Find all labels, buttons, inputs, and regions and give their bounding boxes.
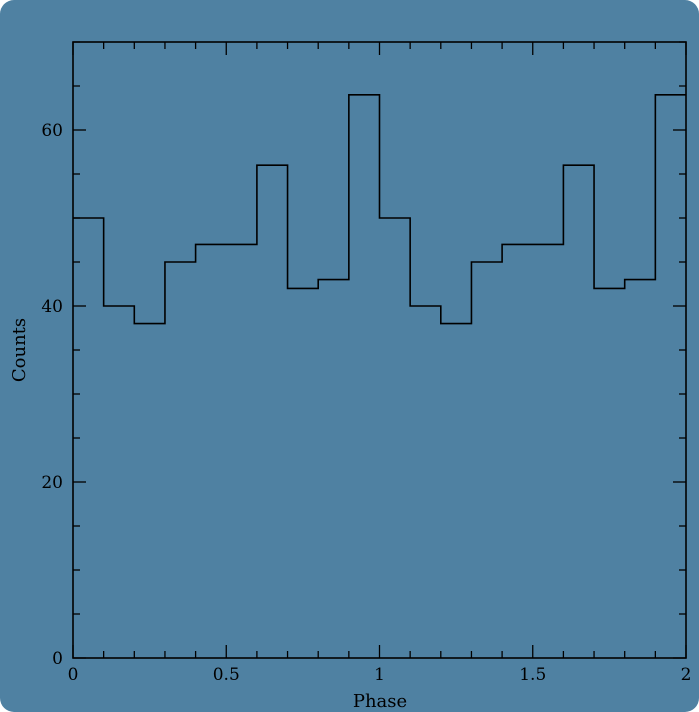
x-tick-label: 1.5 [519, 665, 546, 685]
x-tick-labels: 0 0.5 1 1.5 2 [68, 665, 692, 685]
x-tick-label: 0 [68, 665, 79, 685]
x-tick-label: 0.5 [213, 665, 240, 685]
x-axis-title: Phase [353, 691, 407, 712]
x-tick-label: 2 [681, 665, 692, 685]
x-tick-label: 1 [374, 665, 385, 685]
y-tick-label: 0 [52, 649, 63, 669]
axis-ticks [72, 41, 687, 659]
y-tick-labels: 0 20 40 60 [41, 121, 63, 669]
y-tick-label: 60 [41, 121, 63, 141]
y-axis-title: Counts [9, 318, 30, 382]
series-line [73, 94, 686, 325]
y-tick-label: 20 [41, 473, 63, 493]
y-tick-label: 40 [41, 297, 63, 317]
